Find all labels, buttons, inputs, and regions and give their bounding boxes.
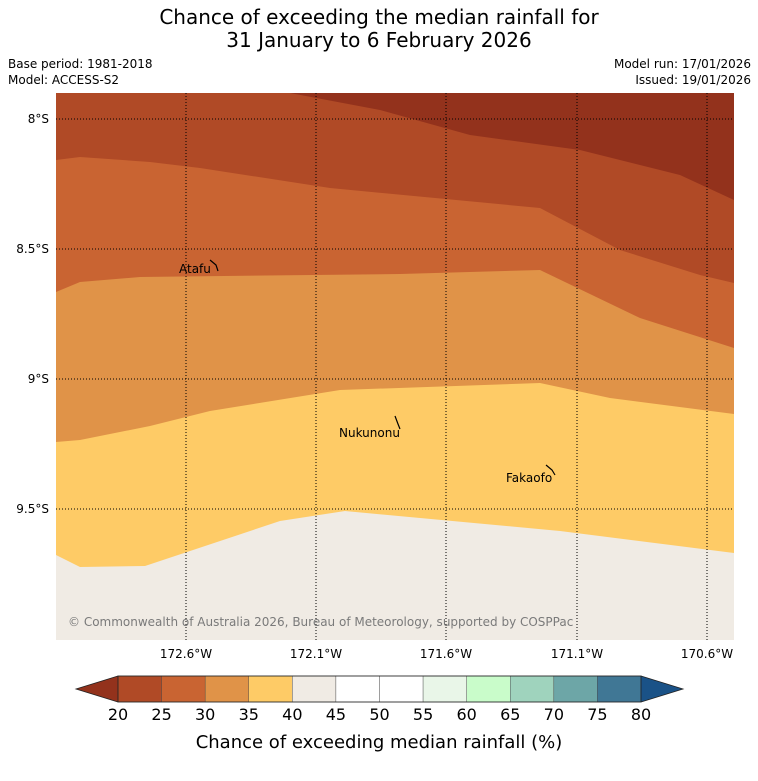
colorbar-cell xyxy=(161,675,206,703)
colorbar-outline xyxy=(117,675,642,703)
lon-label: 171.6°W xyxy=(420,647,472,661)
islands xyxy=(209,259,556,476)
colorbar-label: Chance of exceeding median rainfall (%) xyxy=(196,732,563,753)
colorbar-cell xyxy=(248,675,293,703)
colorbar-arrow-outline xyxy=(74,675,685,703)
colorbar-tick-labels: 20 25 30 35 40 45 50 55 60 65 70 75 80 xyxy=(108,705,651,724)
lon-label: 171.1°W xyxy=(551,647,603,661)
colorbar-tick-label: 30 xyxy=(195,705,215,724)
colorbar-tick-label: 80 xyxy=(631,705,651,724)
latitude-labels: 8°S 8.5°S 9°S 9.5°S xyxy=(16,112,49,516)
atafu-atoll-outline xyxy=(209,259,219,272)
lat-label: 9.5°S xyxy=(16,502,49,516)
colorbar-tick-label: 20 xyxy=(108,705,128,724)
colorbar-cell xyxy=(379,675,424,703)
base-period: Base period: 1981-2018 xyxy=(8,57,153,71)
colorbar-cell xyxy=(117,675,162,703)
colorbar-cell xyxy=(292,675,337,703)
colorbar-tick-label: 35 xyxy=(239,705,259,724)
colorbar: 20 25 30 35 40 45 50 55 60 65 70 75 80 xyxy=(74,675,685,724)
colorbar-cell xyxy=(422,675,467,703)
colorbar-cell xyxy=(335,675,380,703)
colorbar-cell xyxy=(553,675,598,703)
colorbar-tick-label: 60 xyxy=(456,705,476,724)
colorbar-tick-label: 70 xyxy=(544,705,564,724)
issued-date: Issued: 19/01/2026 xyxy=(635,73,751,87)
place-labels: Atafu Nukunonu Fakaofo xyxy=(179,262,552,485)
colorbar-cell xyxy=(597,675,642,703)
fakaofo-atoll-outline xyxy=(545,464,556,476)
graticule xyxy=(56,93,734,640)
map-area xyxy=(56,93,734,640)
colorbar-cell xyxy=(466,675,511,703)
colorbar-over-arrow xyxy=(641,676,683,702)
lat-label: 8.5°S xyxy=(16,242,49,256)
lon-label: 170.6°W xyxy=(681,647,733,661)
lat-label: 9°S xyxy=(28,372,49,386)
colorbar-tick-label: 55 xyxy=(413,705,433,724)
place-label-atafu: Atafu xyxy=(179,262,211,276)
model-name: Model: ACCESS-S2 xyxy=(8,73,120,87)
chart-title-line2: 31 January to 6 February 2026 xyxy=(226,28,532,52)
colorbar-under-arrow xyxy=(76,676,118,702)
colorbar-tick-label: 75 xyxy=(587,705,607,724)
colorbar-tick-label: 25 xyxy=(151,705,171,724)
colorbar-tick-label: 45 xyxy=(326,705,346,724)
lon-label: 172.6°W xyxy=(160,647,212,661)
chart-title-line1: Chance of exceeding the median rainfall … xyxy=(159,5,599,29)
model-run: Model run: 17/01/2026 xyxy=(613,57,751,71)
colorbar-cells xyxy=(117,675,642,703)
longitude-labels: 172.6°W 172.1°W 171.6°W 171.1°W 170.6°W xyxy=(160,647,733,661)
colorbar-cell xyxy=(510,675,555,703)
lat-label: 8°S xyxy=(28,112,49,126)
colorbar-tick-label: 50 xyxy=(369,705,389,724)
lon-label: 172.1°W xyxy=(290,647,342,661)
colorbar-tick-label: 65 xyxy=(500,705,520,724)
place-label-fakaofo: Fakaofo xyxy=(506,471,552,485)
colorbar-tick-label: 40 xyxy=(282,705,302,724)
copyright-notice: © Commonwealth of Australia 2026, Bureau… xyxy=(68,615,573,629)
band-40-45 xyxy=(56,511,734,640)
colorbar-cell xyxy=(204,675,249,703)
place-label-nukunonu: Nukunonu xyxy=(339,426,400,440)
nukunonu-atoll-outline xyxy=(394,415,401,430)
